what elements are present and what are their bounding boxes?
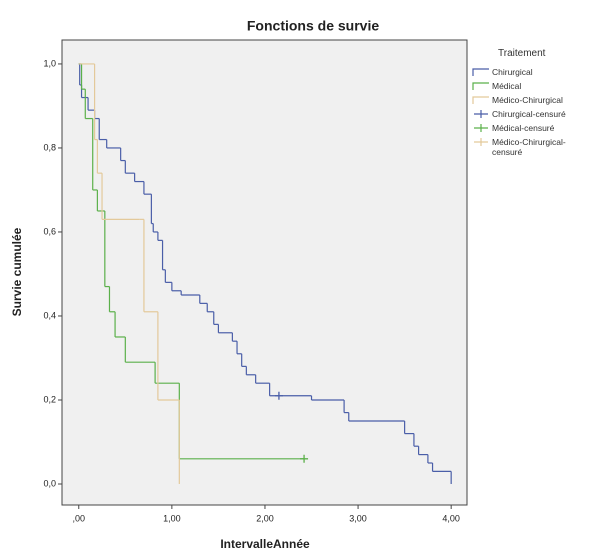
plot-area [61,39,468,506]
legend-item: Chirurgical [468,67,588,79]
legend-icon [474,138,488,146]
chart-title: Fonctions de survie [247,18,379,34]
y-tick-label: 0,2 [43,394,56,404]
legend-label: Chirurgical [492,67,533,77]
y-axis-title: Survie cumulée [10,227,24,316]
legend: Traitement Chirurgical Médical Médico-Chir… [468,48,588,159]
y-tick-label: 0,8 [43,142,56,152]
legend-swatch [474,124,488,132]
legend-item: Médico-Chirurgical-censuré [468,137,572,157]
legend-icon [474,124,488,132]
x-tick-label: 4,00 [442,513,460,523]
censored-marker [274,391,283,400]
legend-swatch [472,82,489,90]
legend-label: Médical [492,81,522,91]
x-tick-label: 1,00 [163,513,181,523]
y-tick-label: 0,6 [43,226,56,236]
legend-label: Médico-Chirurgical [492,95,563,105]
legend-label: Médical-censuré [492,123,555,133]
legend-icon [472,96,489,104]
legend-icon [474,110,488,118]
y-tick-label: 0,4 [43,310,56,320]
legend-label: Médico-Chirurgical-censuré [492,137,566,157]
legend-swatch [474,138,488,146]
legend-icon [472,82,489,90]
legend-icon [472,68,489,76]
legend-item: Médical [468,81,588,93]
x-tick-label: 3,00 [349,513,367,523]
legend-swatch [474,110,488,118]
legend-swatch [472,68,489,76]
legend-swatch [472,96,489,104]
legend-label: Chirurgical-censuré [492,109,566,119]
legend-item: Médico-Chirurgical [468,95,588,107]
x-axis-title: IntervalleAnnée [220,537,310,551]
y-tick-label: 1,0 [43,58,56,68]
y-tick-label: 0,0 [43,478,56,488]
legend-item: Médical-censuré [468,123,588,135]
x-tick-label: ,00 [73,513,86,523]
legend-item: Chirurgical-censuré [468,109,588,121]
x-tick-label: 2,00 [256,513,274,523]
censored-marker [300,454,309,463]
legend-title: Traitement [498,48,546,59]
